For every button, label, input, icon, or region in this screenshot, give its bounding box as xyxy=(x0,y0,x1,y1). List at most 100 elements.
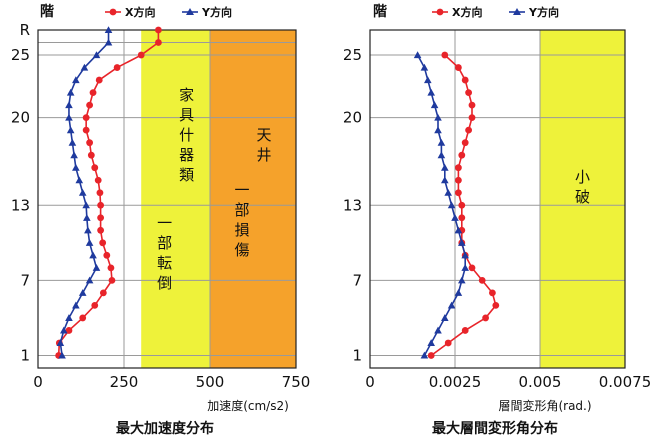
chart-title: 最大加速度分布 xyxy=(116,420,214,437)
damage-zone-1 xyxy=(210,30,296,368)
y-tick-label: 1 xyxy=(20,346,30,364)
data-point-y xyxy=(72,76,80,84)
data-point-x xyxy=(461,327,469,334)
zone-label-char: 井 xyxy=(256,146,271,164)
data-point-y xyxy=(458,239,466,246)
data-point-y xyxy=(78,188,87,196)
data-point-x xyxy=(455,64,462,71)
x-tick-label: 500 xyxy=(196,373,225,391)
data-point-x xyxy=(96,189,104,197)
x-axis-label: 加速度(cm/s2) xyxy=(207,398,289,413)
y-tick-label: 25 xyxy=(343,46,362,64)
data-point-y xyxy=(447,201,456,209)
y-tick-label: 20 xyxy=(11,109,30,127)
floor-axis-label: 階 xyxy=(40,3,54,20)
data-point-y xyxy=(83,213,91,221)
data-point-x xyxy=(95,76,103,84)
data-point-x xyxy=(86,139,93,147)
data-point-y xyxy=(420,351,429,359)
data-point-y xyxy=(80,63,89,71)
zone-label-char: 部 xyxy=(157,234,172,252)
data-point-y xyxy=(424,76,432,84)
data-point-y xyxy=(60,326,68,334)
data-point-y xyxy=(454,289,463,296)
data-point-x xyxy=(155,26,162,34)
data-point-y xyxy=(458,276,466,284)
data-point-x xyxy=(482,314,489,322)
data-point-x xyxy=(455,164,462,172)
x-tick-label: 0.0075 xyxy=(599,373,652,391)
data-point-y xyxy=(437,138,446,146)
data-point-y xyxy=(454,226,463,234)
data-point-y xyxy=(78,289,87,296)
data-point-y xyxy=(70,151,78,159)
data-point-x xyxy=(107,264,115,272)
data-point-x xyxy=(79,314,87,322)
data-point-x xyxy=(103,251,111,259)
y-tick-label: 13 xyxy=(11,196,30,214)
y-tick-label: 25 xyxy=(11,46,30,64)
data-point-y xyxy=(461,264,469,271)
chart-title: 最大層間変形角分布 xyxy=(432,420,558,437)
zone-label-char: 小 xyxy=(575,168,590,186)
legend-marker xyxy=(186,8,194,15)
plot-frame xyxy=(37,29,297,369)
zone-label-char: 類 xyxy=(179,166,194,184)
data-point-x xyxy=(468,114,476,122)
data-point-y xyxy=(427,88,435,96)
data-point-x xyxy=(97,201,105,209)
data-point-x xyxy=(465,126,472,134)
data-point-x xyxy=(478,276,486,284)
data-point-x xyxy=(427,352,435,359)
y-tick-label: R xyxy=(20,21,30,39)
data-point-x xyxy=(444,339,452,347)
data-point-x xyxy=(82,114,90,122)
damage-zone-0 xyxy=(540,30,625,368)
chart-panel-right: 小破 1 7 13 20 25 0 0.0025 0.005 0.0075 階 X方向 Y方向層間変形角… xyxy=(343,3,651,437)
data-point-y xyxy=(66,88,75,96)
data-point-x xyxy=(461,139,469,147)
data-point-x xyxy=(87,151,95,159)
data-point-y xyxy=(447,301,456,309)
data-point-y xyxy=(420,63,429,71)
x-tick-label: 0 xyxy=(365,373,375,391)
data-point-x xyxy=(461,76,469,84)
data-point-y xyxy=(427,339,435,347)
zone-label-char: 転 xyxy=(157,254,172,272)
data-point-y xyxy=(58,351,66,359)
data-point-x xyxy=(108,276,116,284)
x-tick-label: 750 xyxy=(282,373,311,391)
data-point-y xyxy=(56,339,65,347)
legend-marker xyxy=(109,8,117,16)
data-point-x xyxy=(468,264,476,272)
data-point-y xyxy=(92,264,101,271)
data-point-x xyxy=(97,214,105,222)
zone-label-char: 家 xyxy=(179,86,194,104)
data-point-x xyxy=(441,51,449,59)
data-point-y xyxy=(104,38,113,46)
data-point-y xyxy=(65,101,73,109)
data-point-x xyxy=(86,101,93,109)
data-point-y xyxy=(434,113,442,121)
data-point-x xyxy=(489,289,496,297)
data-point-x xyxy=(99,289,107,297)
x-tick-label: 0.005 xyxy=(519,373,562,391)
data-point-y xyxy=(68,138,77,146)
x-tick-label: 0 xyxy=(33,373,43,391)
x-tick-label: 0.0025 xyxy=(429,373,482,391)
data-point-x xyxy=(97,226,105,234)
data-point-y xyxy=(66,126,75,134)
data-point-x xyxy=(458,151,466,159)
zone-label-char: 一 xyxy=(234,181,249,199)
data-point-x xyxy=(458,201,466,209)
data-point-y xyxy=(437,151,446,159)
data-point-x xyxy=(91,164,99,172)
data-point-x xyxy=(99,239,107,247)
data-point-y xyxy=(65,314,73,321)
data-point-x xyxy=(155,39,162,46)
legend-label: X方向 xyxy=(452,5,482,19)
data-point-y xyxy=(444,188,452,196)
data-point-x xyxy=(455,189,462,197)
x-tick-label: 250 xyxy=(110,373,139,391)
